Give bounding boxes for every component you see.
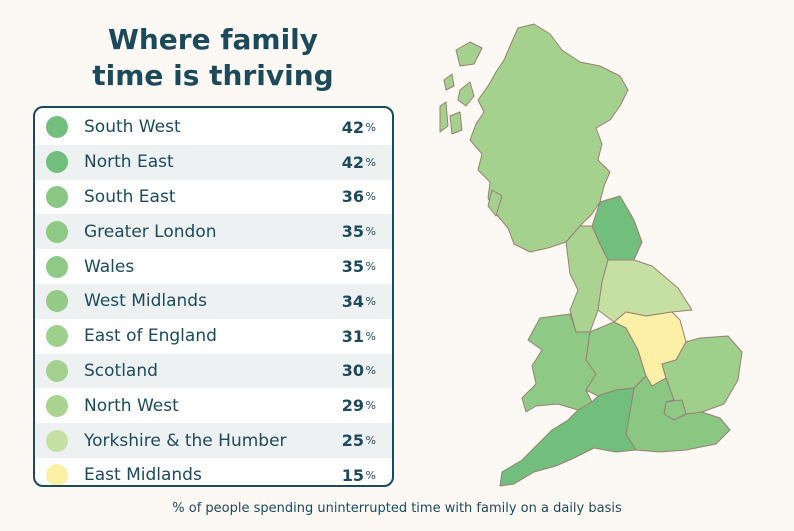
region-name: South West (84, 117, 181, 138)
map-scotland-island-1 (457, 81, 475, 107)
percent-unit: % (365, 399, 376, 413)
region-value: 34 (341, 291, 364, 311)
region-value: 30 (341, 361, 364, 381)
table-row: Yorkshire & the Humber 25% (35, 423, 392, 458)
percent-unit: % (365, 260, 376, 274)
region-value: 31 (341, 326, 364, 346)
caption: % of people spending uninterrupted time … (172, 501, 622, 516)
region-name: Wales (84, 256, 135, 277)
percent-unit: % (365, 120, 376, 134)
table-row: East Midlands 15% (35, 458, 392, 486)
region-value: 15 (341, 465, 364, 485)
color-dot-icon (46, 220, 68, 243)
color-dot-icon (46, 325, 68, 348)
color-dot-icon (46, 429, 68, 452)
region-value: 42 (341, 152, 364, 172)
map-scotland-island-6 (439, 101, 449, 133)
region-value: 42 (341, 117, 364, 137)
color-dot-icon (46, 151, 68, 174)
region-name: East of England (84, 326, 217, 347)
percent-unit: % (365, 364, 376, 378)
color-dot-icon (46, 255, 68, 278)
map-scotland-island-4 (455, 41, 483, 67)
title-line-2: time is thriving (92, 59, 334, 92)
map-scotland-island-3 (443, 73, 455, 91)
table-row: West Midlands 34% (35, 283, 392, 319)
table-row: East of England 31% (35, 319, 392, 354)
percent-unit: % (365, 190, 376, 204)
region-name: Yorkshire & the Humber (84, 430, 287, 451)
percent-unit: % (365, 155, 376, 169)
percent-unit: % (365, 468, 376, 482)
map-scotland-island-5 (487, 189, 503, 217)
color-dot-icon (46, 290, 68, 313)
percent-unit: % (365, 329, 376, 343)
color-dot-icon (46, 394, 68, 417)
region-name: North East (84, 152, 174, 173)
region-name: Scotland (84, 360, 158, 381)
percent-unit: % (365, 225, 376, 239)
table-row: South East 36% (35, 180, 392, 215)
title-line-1: Where family (107, 23, 319, 56)
region-name: West Midlands (84, 291, 207, 312)
table-row: North West 29% (35, 388, 392, 423)
color-dot-icon (46, 464, 68, 485)
region-value: 35 (341, 257, 364, 277)
region-name: South East (84, 186, 176, 207)
table-row: Wales 35% (35, 249, 392, 284)
region-table: South West 42% North East 42% South East 36% G… (33, 106, 394, 487)
map-scotland-island-2 (449, 111, 463, 135)
color-dot-icon (46, 185, 68, 208)
region-name: East Midlands (84, 465, 202, 486)
color-dot-icon (46, 359, 68, 382)
chart-title: Where family time is thriving (30, 22, 396, 94)
table-row: North East 42% (35, 144, 392, 180)
table-row: South West 42% (35, 110, 392, 145)
region-value: 25 (341, 431, 364, 451)
map-region-wales (521, 313, 597, 413)
region-name: North West (84, 395, 179, 416)
color-dot-icon (46, 116, 68, 139)
region-name: Greater London (84, 221, 217, 242)
region-value: 35 (341, 222, 364, 242)
percent-unit: % (365, 434, 376, 448)
uk-region-map (439, 23, 743, 487)
region-value: 29 (341, 396, 364, 416)
table-row: Greater London 35% (35, 214, 392, 250)
percent-unit: % (365, 294, 376, 308)
region-value: 36 (341, 187, 364, 207)
map-region-south-west (499, 387, 637, 487)
table-row: Scotland 30% (35, 353, 392, 389)
map-region-yorkshire (597, 259, 693, 323)
